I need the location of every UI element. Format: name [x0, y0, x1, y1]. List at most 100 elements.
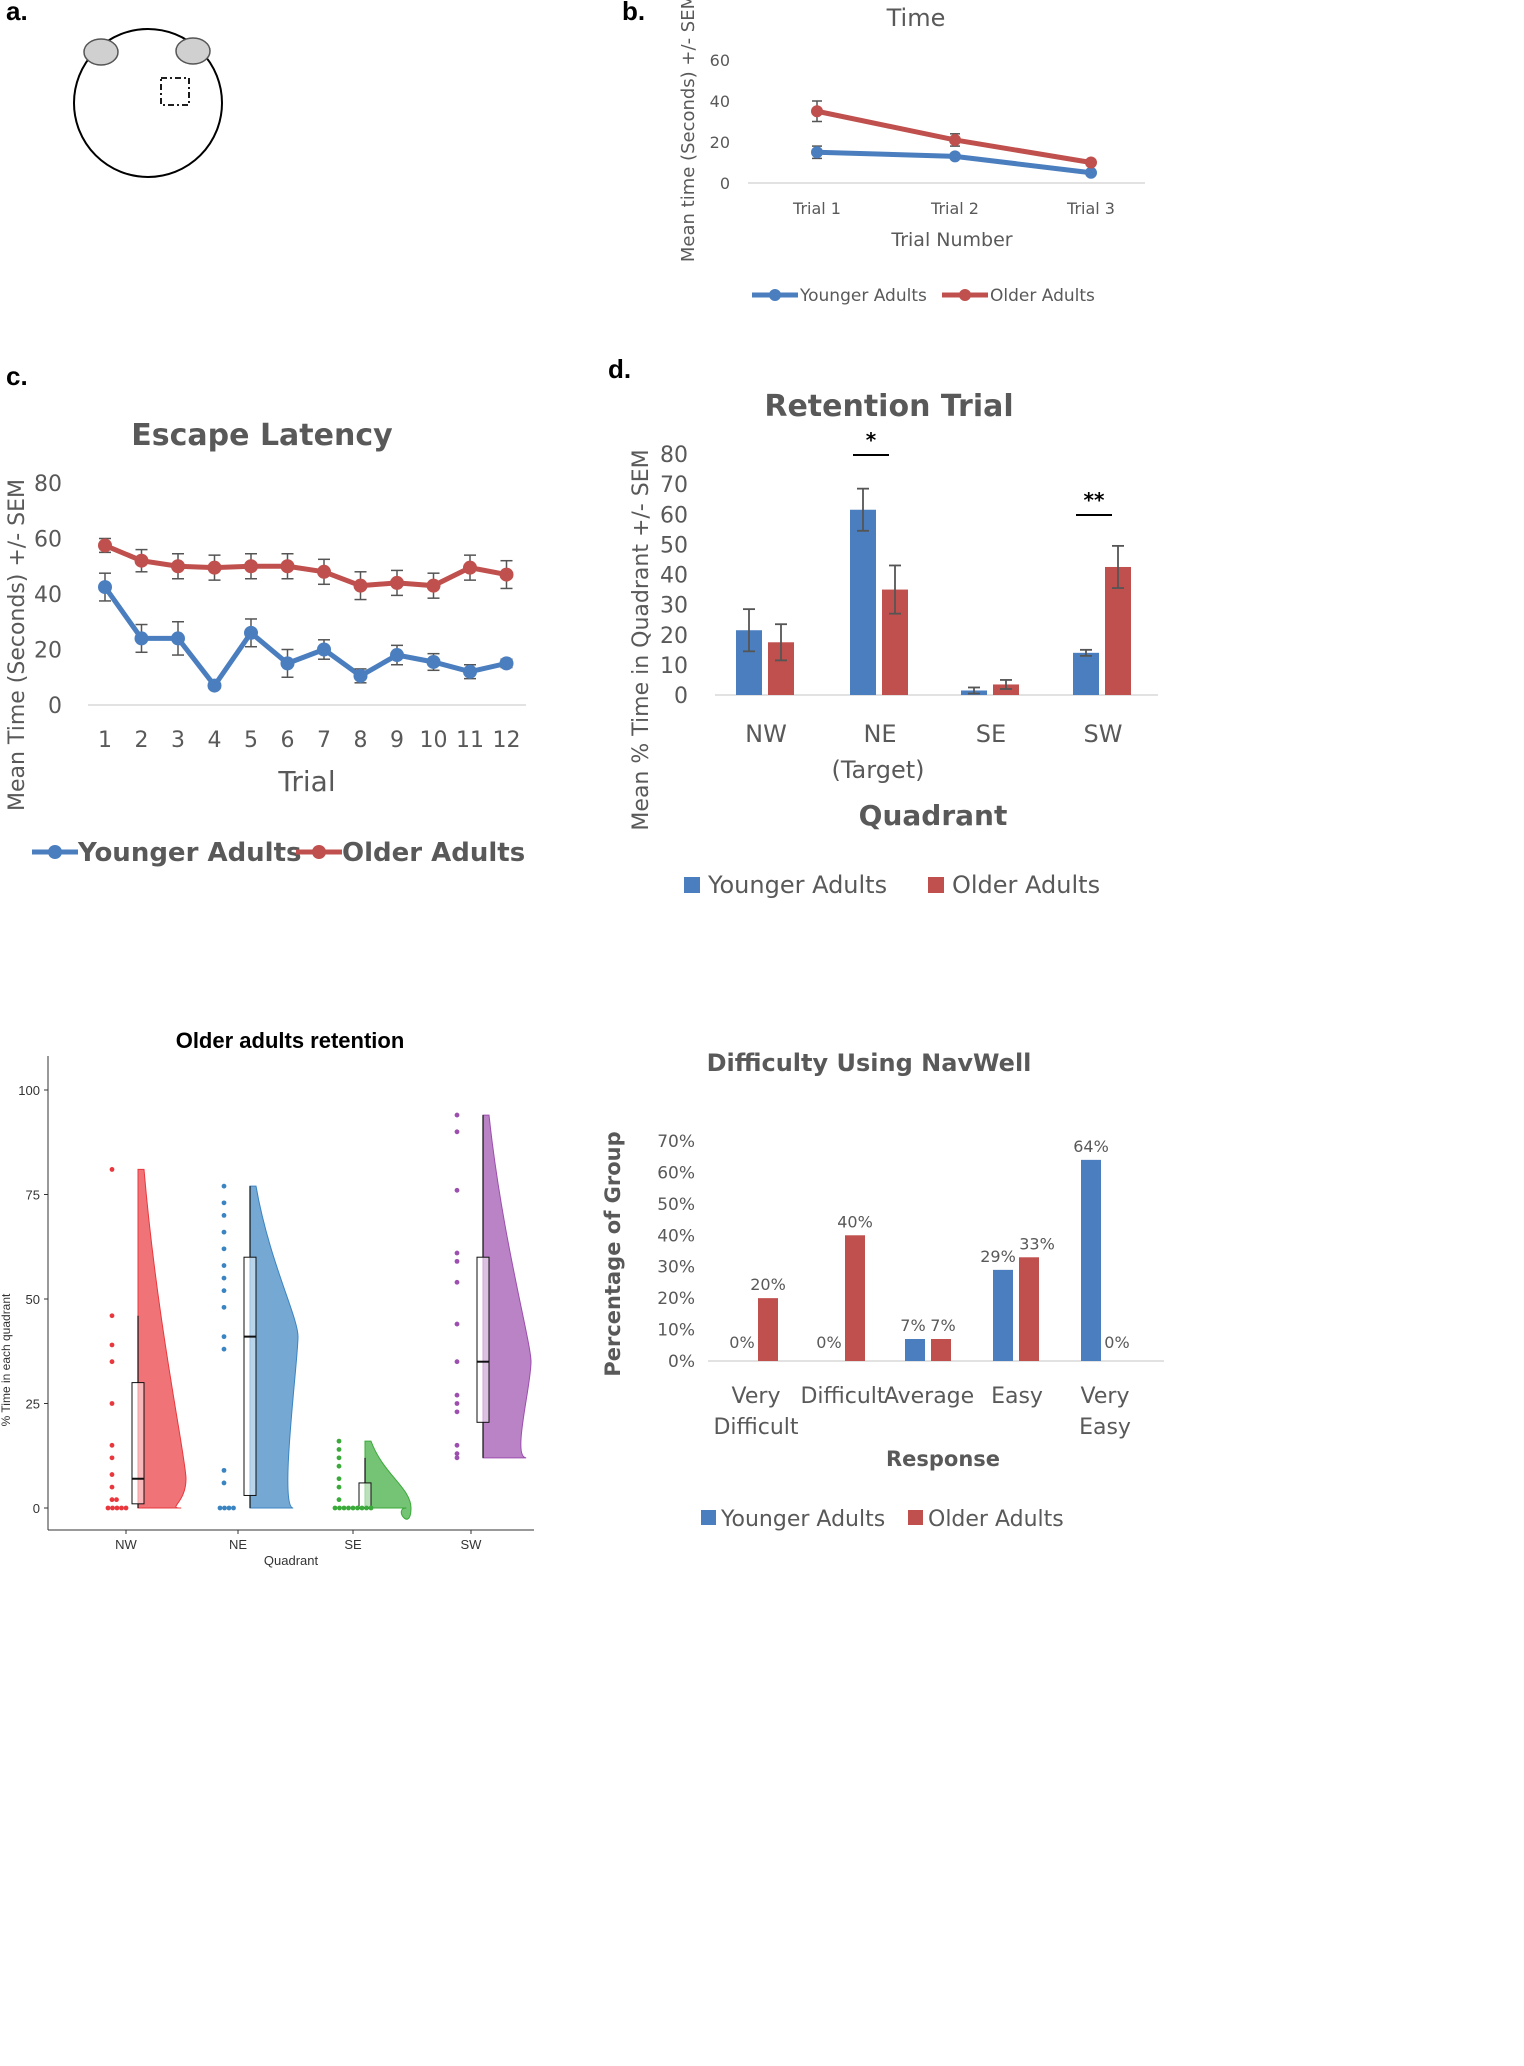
data-point: [317, 564, 331, 579]
legend-swatch: [928, 877, 944, 893]
panel-e: Older adults retention 0 25 50 75 100 NW NE SE SW…: [0, 1020, 560, 1570]
data-point: [317, 642, 331, 657]
data-point: [454, 1258, 460, 1264]
data-point: [353, 668, 368, 683]
data-point: [336, 1463, 342, 1469]
x-tick-sublabel: (Target): [832, 756, 925, 784]
y-axis-title: Mean % Time in Quadrant +/- SEM: [629, 449, 654, 830]
data-point: [811, 105, 823, 118]
data-label: 40%: [837, 1212, 873, 1231]
x-tick-label: 10: [420, 728, 448, 753]
density-shape: [364, 1440, 412, 1520]
y-tick-label: 25: [26, 1397, 40, 1412]
data-point: [109, 1472, 115, 1477]
y-axis-title: Percentage of Group: [601, 1131, 625, 1376]
bar: [845, 1235, 865, 1361]
data-point: [454, 1187, 460, 1193]
data-point: [463, 560, 477, 575]
data-point: [221, 1183, 227, 1189]
y-tick-label: 0: [674, 684, 688, 709]
bar: [1073, 652, 1099, 695]
data-point: [207, 560, 222, 575]
data-point: [207, 678, 222, 693]
data-point: [109, 1342, 115, 1348]
platform-square: [160, 77, 190, 106]
chart-title: Time: [886, 4, 946, 32]
pool-circle: [73, 28, 223, 178]
y-tick-label: 20: [660, 624, 688, 649]
maze-schematic: a.: [6, 0, 223, 178]
data-point: [336, 1484, 342, 1490]
bar: [850, 509, 876, 695]
y-tick-label: 60%: [657, 1163, 695, 1183]
x-tick-label: Easy: [991, 1384, 1043, 1409]
data-point: [949, 133, 961, 146]
bar: [905, 1339, 925, 1361]
x-tick-label: SE: [344, 1537, 362, 1552]
x-tick-label: NE: [863, 720, 896, 748]
bar: [1019, 1257, 1039, 1361]
data-point: [221, 1200, 227, 1206]
density-shape: [137, 1168, 187, 1509]
y-tick-label: 0: [33, 1501, 40, 1516]
data-point: [811, 146, 823, 159]
data-label: 7%: [900, 1316, 925, 1335]
data-point: [280, 656, 295, 671]
y-tick-label: 60: [710, 51, 730, 70]
series-line: [104, 543, 507, 589]
data-point: [463, 664, 477, 679]
data-point: [499, 656, 514, 671]
data-label: 7%: [930, 1316, 955, 1335]
data-point: [1085, 156, 1097, 169]
data-point: [222, 1505, 227, 1511]
x-tick-label: 12: [493, 728, 521, 753]
right-cue-ellipse: [175, 37, 211, 65]
data-point: [221, 1213, 227, 1218]
data-point: [110, 1505, 115, 1511]
x-tick-label: SW: [461, 1537, 483, 1552]
x-tick-label: 2: [135, 728, 149, 753]
significance-marker: **: [1084, 488, 1105, 512]
data-point: [1085, 166, 1097, 179]
panel-a: a.: [0, 0, 320, 260]
box: [243, 1256, 257, 1496]
legend-marker: [48, 845, 62, 859]
data-point: [109, 1484, 115, 1490]
y-tick-label: 50: [660, 533, 688, 558]
data-point: [114, 1505, 120, 1511]
y-tick-label: 60: [660, 503, 688, 528]
data-point: [336, 1455, 342, 1461]
data-point: [226, 1505, 232, 1511]
x-tick-label: NE: [229, 1537, 247, 1552]
data-point: [171, 559, 185, 574]
x-tick-label: SE: [976, 720, 1006, 748]
significance-marker: *: [866, 428, 877, 452]
y-tick-label: 0: [720, 174, 730, 193]
data-point: [221, 1288, 227, 1294]
data-point: [221, 1246, 227, 1252]
y-tick-label: 100: [18, 1083, 40, 1098]
legend-label: Younger Adults: [720, 1507, 885, 1532]
chart-b-time: b. Time 0 20 40 60 Trial 1 Trial 2 Trial 3 Trial…: [622, 0, 1145, 306]
y-tick-label: 20%: [657, 1289, 695, 1309]
legend-label: Older Adults: [990, 286, 1095, 306]
data-point: [109, 1497, 115, 1503]
data-point: [105, 1505, 111, 1511]
x-tick-label: Very: [1081, 1384, 1130, 1409]
data-point: [341, 1505, 347, 1511]
data-point: [244, 559, 258, 574]
y-tick-label: 50%: [657, 1195, 695, 1215]
chart-f-difficulty: Difficulty Using NavWell 0% 10% 20% 30% 40% 50…: [601, 1049, 1164, 1532]
chart-e-older-adults-retention: Older adults retention 0 25 50 75 100 NW NE SE SW…: [0, 1028, 534, 1568]
x-tick-label: Trial 1: [792, 199, 841, 218]
data-point: [119, 1505, 124, 1511]
data-point: [221, 1334, 227, 1340]
data-point: [390, 648, 404, 663]
x-tick-label: 7: [317, 728, 331, 753]
legend-label: Younger Adults: [707, 871, 887, 899]
panel-b: b. Time 0 20 40 60 Trial 1 Trial 2 Trial 3 Trial…: [600, 0, 1160, 320]
data-point: [390, 575, 404, 590]
data-point: [336, 1447, 342, 1452]
data-point: [336, 1438, 342, 1444]
